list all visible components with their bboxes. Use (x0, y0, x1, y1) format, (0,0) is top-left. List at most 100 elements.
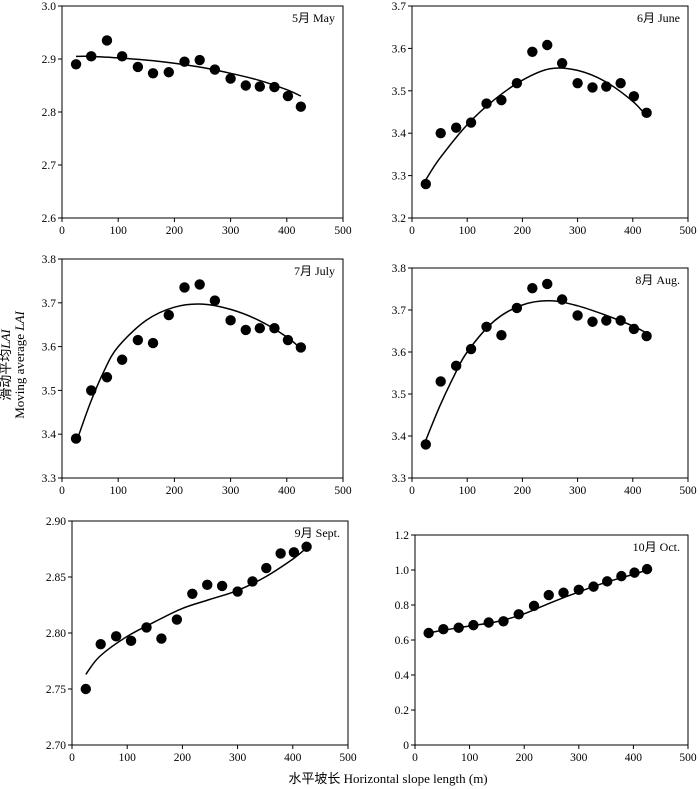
y-tick-label: 2.85 (46, 572, 66, 584)
data-point (163, 67, 174, 78)
data-point (481, 98, 492, 109)
data-point (641, 330, 652, 342)
y-tick-label: 2.6 (42, 213, 57, 225)
data-point (225, 73, 236, 84)
data-point (171, 614, 183, 625)
data-point (240, 324, 251, 336)
data-point (496, 330, 507, 341)
data-point (542, 278, 553, 290)
data-point (588, 581, 599, 592)
x-tick-label: 200 (514, 225, 532, 237)
data-point (542, 39, 553, 51)
data-point (225, 315, 236, 326)
data-point (511, 77, 523, 89)
data-point (511, 302, 523, 314)
panel-title: 5月 May (292, 11, 335, 25)
data-point (528, 600, 540, 612)
data-point (147, 337, 159, 349)
data-point (202, 579, 213, 591)
data-point (125, 635, 137, 647)
data-point (628, 323, 640, 335)
y-tick-label: 1.2 (395, 530, 410, 542)
fit-curve (75, 303, 302, 444)
x-tick-label: 500 (679, 485, 697, 497)
x-tick-label: 400 (284, 752, 302, 764)
y-tick-label: 3.6 (392, 347, 407, 359)
plot-frame (61, 258, 344, 479)
data-point (615, 77, 626, 89)
fit-curve (425, 67, 648, 181)
y-tick-label: 3.5 (392, 86, 407, 98)
data-point (132, 61, 144, 73)
x-tick-label: 300 (570, 752, 588, 764)
x-tick-label: 100 (461, 752, 479, 764)
data-point (527, 46, 538, 57)
y-tick-label: 2.90 (46, 516, 66, 528)
data-point (179, 282, 190, 293)
x-tick-label: 100 (110, 485, 128, 497)
data-point (269, 323, 280, 334)
data-point (435, 376, 446, 387)
y-tick-label: 3.8 (42, 254, 57, 266)
x-tick-label: 500 (679, 752, 697, 764)
x-tick-label: 0 (409, 485, 415, 497)
x-tick-label: 300 (569, 225, 587, 237)
y-tick-label: 0.6 (395, 635, 410, 647)
y-tick-label: 3.7 (392, 1, 407, 13)
x-tick-label: 200 (514, 485, 532, 497)
fit-curve (85, 547, 308, 675)
data-point (573, 584, 584, 595)
data-point (616, 570, 627, 582)
data-point (587, 82, 598, 93)
panel-4: 0 100 200 300 400 500 3.3 3.4 3.5 3.6 3.7 3.8 8月 Aug… (392, 263, 697, 497)
x-tick-label: 500 (334, 225, 352, 237)
data-point (269, 81, 280, 93)
data-point (95, 639, 106, 650)
data-point (465, 343, 477, 355)
y-tick-label: 3.4 (392, 128, 407, 140)
x-tick-label: 400 (278, 225, 296, 237)
data-point (450, 122, 462, 133)
data-point (468, 619, 479, 631)
y-tick-label: 2.75 (46, 684, 66, 696)
data-point (420, 178, 431, 190)
data-point (420, 439, 431, 450)
y-tick-label: 0.4 (395, 670, 410, 682)
y-tick-label: 2.70 (46, 740, 66, 752)
data-point (483, 617, 494, 628)
panel-title: 10月 Oct. (633, 540, 680, 554)
data-point (438, 623, 449, 635)
panel-2: 0 100 200 300 400 500 3.2 3.3 3.4 3.5 3.6 3.7 6月 Jun… (392, 1, 697, 237)
x-tick-label: 400 (625, 752, 643, 764)
data-point (450, 360, 462, 372)
panel-title: 8月 Aug. (635, 273, 680, 287)
x-tick-label: 0 (412, 752, 418, 764)
y-tick-label: 3.5 (42, 385, 57, 397)
x-tick-label: 500 (334, 485, 352, 497)
x-tick-label: 300 (222, 485, 240, 497)
data-point (254, 81, 266, 92)
data-point (116, 51, 128, 62)
data-point (209, 64, 221, 75)
y-axis-label-en: Moving average (12, 334, 27, 419)
x-tick-label: 400 (624, 225, 642, 237)
panel-5: 0 100 200 300 400 500 2.70 2.75 2.80 2.85 2.90 9月 S… (46, 516, 357, 764)
x-tick-label: 500 (339, 752, 357, 764)
data-point (70, 59, 82, 70)
data-point (101, 372, 113, 383)
data-point (628, 91, 640, 102)
x-tick-label: 100 (459, 225, 477, 237)
data-point (629, 567, 640, 578)
x-tick-label: 100 (110, 225, 128, 237)
data-point (641, 107, 652, 119)
y-tick-label: 3.2 (392, 213, 407, 225)
data-point (110, 631, 122, 642)
x-tick-label: 0 (69, 752, 75, 764)
x-tick-label: 200 (166, 485, 184, 497)
data-point (423, 627, 434, 639)
data-point (641, 563, 653, 575)
data-point (288, 547, 300, 558)
data-point (295, 101, 307, 112)
y-axis-label: 滑动平均LAI Moving average LAI (0, 311, 27, 419)
